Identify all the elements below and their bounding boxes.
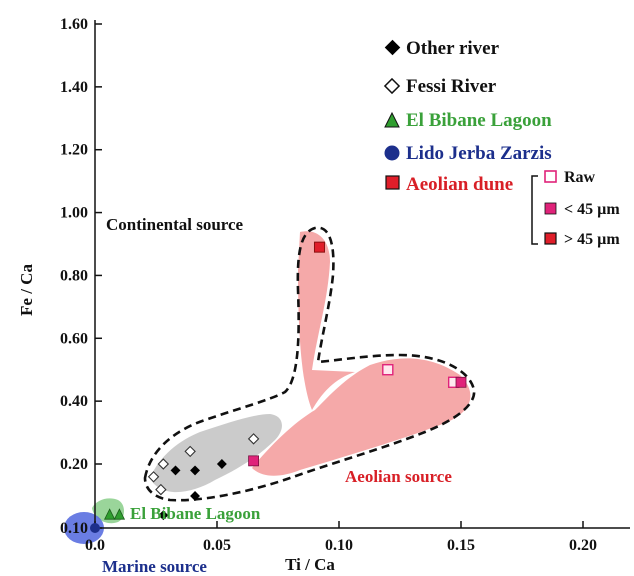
aeolian-source-zone-upper	[298, 231, 355, 410]
point-aeolian-dune	[382, 364, 394, 376]
continental-source-label: Continental source	[106, 215, 244, 234]
river-source-zone	[150, 414, 282, 493]
y-tick-label: 1.20	[60, 142, 88, 159]
point-aeolian-dune	[313, 241, 325, 253]
aeolian-source-zone	[252, 358, 471, 476]
point-el-bibane-lagoon	[103, 508, 116, 520]
point-other-river	[190, 465, 200, 476]
continental-source-boundary	[143, 226, 476, 502]
point-aeolian-dune	[248, 455, 260, 467]
legend-item-aeolian-dune: Aeolian dune Raw < 45 µm > 45 µm	[385, 169, 620, 248]
marine-source-label: Marine source	[102, 557, 207, 576]
y-tick-label: 0.20	[60, 456, 88, 473]
y-tick-label: 0.60	[60, 330, 88, 347]
legend-marker-raw	[544, 170, 557, 183]
legend-label-lido-jerba-zarzis: Lido Jerba Zarzis	[406, 143, 552, 164]
x-tick-label: 0.10	[325, 537, 353, 554]
legend-label-other-river: Other river	[406, 38, 500, 59]
point-lido-jerba-zarzis	[90, 523, 100, 533]
point-fessi-river	[157, 458, 170, 470]
point-aeolian-dune	[455, 376, 467, 388]
y-tick-label: 1.60	[60, 16, 88, 33]
marine-zone	[64, 512, 104, 544]
point-other-river	[170, 465, 181, 476]
axes: 0.10 0.20 0.40 0.60 0.80 1.00 1.20 1.40 1.60 0.0…	[17, 16, 630, 574]
legend-label-fine: < 45 µm	[564, 201, 620, 218]
legend-item-el-bibane-lagoon: El Bibane Lagoon	[384, 110, 552, 131]
x-axis-label: Ti / Ca	[285, 555, 335, 574]
legend-marker-fessi-river	[383, 77, 401, 95]
legend-label-raw: Raw	[564, 169, 596, 186]
x-tick-label: 0.0	[85, 537, 105, 554]
aeolian-source-label: Aeolian source	[345, 467, 452, 486]
legend-marker-other-river	[384, 39, 401, 56]
x-tick-label: 0.05	[203, 537, 231, 554]
x-tick-label: 0.15	[447, 537, 475, 554]
point-fessi-river	[247, 433, 260, 445]
source-zones	[64, 226, 476, 544]
legend-marker-lido-jerba-zarzis	[384, 145, 400, 161]
y-axis-label: Fe / Ca	[17, 264, 36, 316]
point-el-bibane-lagoon	[113, 508, 126, 520]
legend-marker-el-bibane-lagoon	[384, 111, 400, 128]
legend-marker-fine	[544, 202, 557, 215]
x-tick-label: 0.20	[569, 537, 597, 554]
point-other-river	[190, 491, 200, 501]
x-ticks: 0.0 0.05 0.10 0.15 0.20	[85, 521, 597, 554]
y-tick-label: 0.10	[60, 520, 88, 537]
legend-marker-aeolian-dune	[385, 175, 400, 190]
point-fessi-river	[147, 471, 160, 483]
legend: Other river Fessi River El Bibane Lagoon…	[383, 38, 620, 248]
legend-label-fessi-river: Fessi River	[406, 76, 497, 97]
point-fessi-river	[155, 483, 167, 496]
y-tick-label: 0.40	[60, 393, 88, 410]
legend-item-other-river: Other river	[384, 38, 500, 59]
point-other-river	[158, 510, 169, 521]
legend-label-coarse: > 45 µm	[564, 231, 620, 248]
legend-label-el-bibane-lagoon: El Bibane Lagoon	[406, 110, 552, 131]
point-other-river	[216, 459, 227, 469]
y-tick-label: 1.40	[60, 79, 88, 96]
y-ticks: 0.10 0.20 0.40 0.60 0.80 1.00 1.20 1.40 1.60	[60, 16, 102, 537]
legend-bracket	[531, 175, 538, 245]
point-fessi-river	[184, 445, 196, 458]
legend-item-fessi-river: Fessi River	[383, 76, 497, 97]
legend-marker-coarse	[544, 232, 557, 245]
data-points	[90, 241, 467, 533]
el-bibane-lagoon-label: El Bibane Lagoon	[130, 504, 261, 523]
legend-item-lido-jerba-zarzis: Lido Jerba Zarzis	[384, 143, 552, 164]
annotations: Continental source Aeolian source El Bib…	[102, 215, 452, 576]
legend-label-aeolian-dune: Aeolian dune	[406, 174, 513, 195]
y-tick-label: 0.80	[60, 267, 88, 284]
y-tick-label: 1.00	[60, 205, 88, 222]
